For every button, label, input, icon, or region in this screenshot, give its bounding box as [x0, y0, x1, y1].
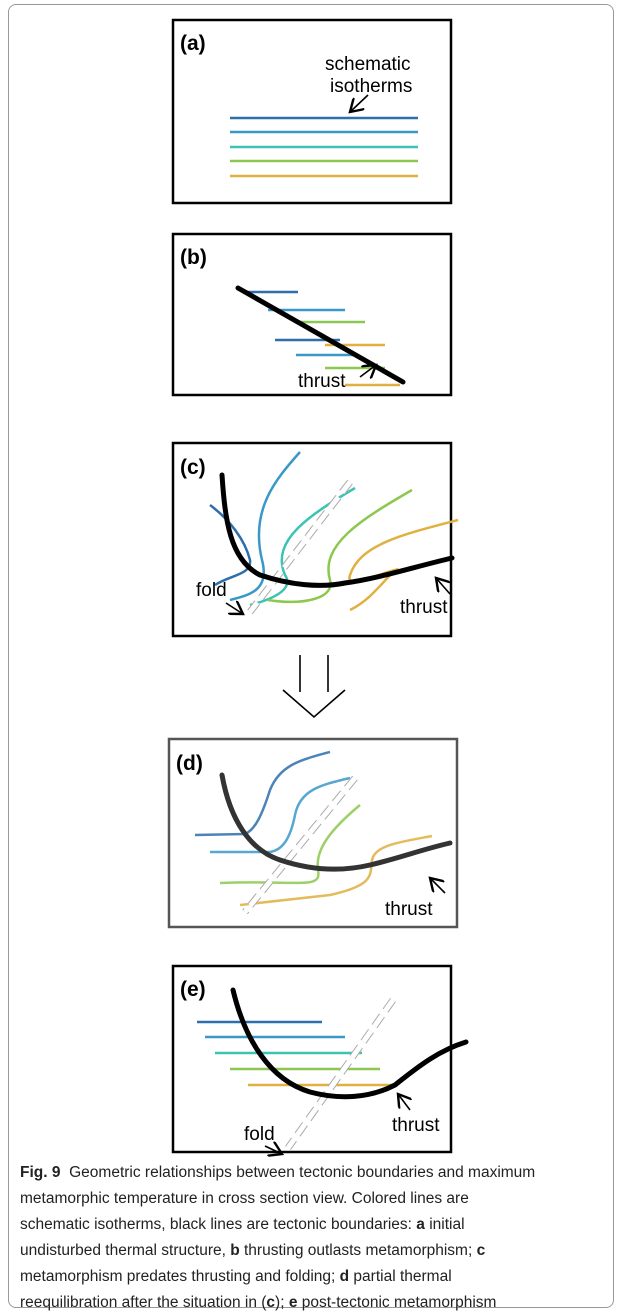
- transition-arrow: [283, 655, 345, 717]
- annotation: fold: [196, 580, 227, 601]
- panel-label: (e): [180, 978, 206, 1001]
- panel-ref: c: [266, 1294, 275, 1311]
- thrust-line: [238, 288, 403, 382]
- panel-label: (d): [176, 752, 203, 775]
- annotation: thrust: [400, 597, 448, 618]
- fig-label: Fig. 9: [20, 1164, 60, 1181]
- panel-ref: c: [477, 1242, 486, 1259]
- arrow: [350, 95, 368, 112]
- caption: Fig. 9 Geometric relationships between t…: [20, 1160, 540, 1316]
- annotation: schematic: [325, 54, 411, 75]
- panel-label: (a): [180, 32, 206, 55]
- figure: (a) schematic isotherms (b) thrust (c) f…: [0, 0, 624, 1160]
- annotation: thrust: [385, 899, 433, 920]
- thrust-line: [233, 990, 466, 1097]
- annotation: fold: [244, 1124, 275, 1145]
- annotation: thrust: [298, 371, 346, 392]
- annotation: thrust: [392, 1115, 440, 1136]
- isotherms: [230, 118, 418, 176]
- arrow: [436, 578, 450, 594]
- caption-text: metamorphism predates thrusting and fold…: [20, 1268, 340, 1285]
- annotation: isotherms: [330, 76, 412, 97]
- panel-ref: a: [416, 1216, 425, 1233]
- arrow: [398, 1094, 410, 1110]
- isotherms: [197, 1022, 392, 1085]
- caption-text: post-tectonic metamorphism: [297, 1294, 496, 1311]
- caption-text: thrusting outlasts metamorphism;: [240, 1242, 477, 1259]
- caption-text: );: [275, 1294, 289, 1311]
- arrow: [226, 603, 243, 614]
- panel-label: (b): [180, 246, 207, 269]
- panel-ref: b: [230, 1242, 239, 1259]
- arrow: [430, 878, 445, 893]
- panel-label: (c): [180, 456, 206, 479]
- panel-ref: d: [340, 1268, 349, 1285]
